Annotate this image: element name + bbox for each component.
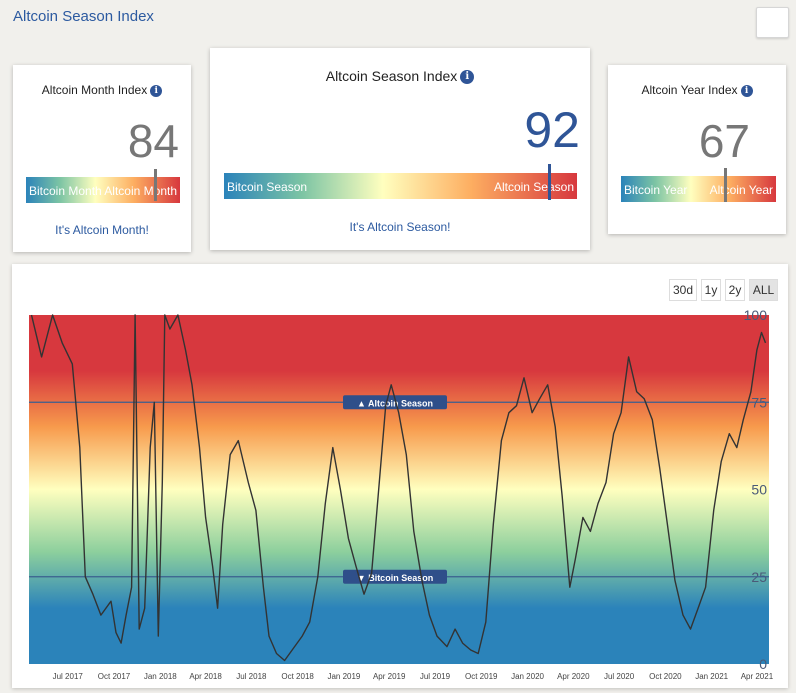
x-tick-label: Apr 2018	[189, 672, 222, 681]
chart-background	[29, 315, 769, 664]
season-index-bar: Bitcoin Season Altcoin Season	[224, 173, 577, 199]
x-tick-label: Jul 2018	[236, 672, 267, 681]
menu-button[interactable]	[756, 7, 789, 38]
x-tick-label: Apr 2021	[741, 672, 774, 681]
y-tick-label: 0	[759, 656, 767, 672]
year-bar-left-label: Bitcoin Year	[624, 183, 688, 197]
range-button-30d[interactable]: 30d	[669, 279, 697, 301]
year-card-title: Altcoin Year Index i	[608, 83, 786, 97]
threshold-label: ▲ Altcoin Season	[357, 398, 433, 408]
x-tick-label: Jul 2019	[420, 672, 451, 681]
y-tick-label: 100	[744, 307, 768, 323]
season-status: It's Altcoin Season!	[349, 220, 451, 234]
altcoin-season-card: Altcoin Season Index i 92 Bitcoin Season …	[210, 48, 590, 250]
series-line	[30, 314, 767, 662]
year-index-value: 67	[698, 115, 750, 167]
season-card-title: Altcoin Season Index i	[210, 68, 590, 85]
x-tick-label: Apr 2019	[373, 672, 406, 681]
chart-card: 30d 1y 2y ALL Jul 2017 Oct 2017 Jan 2018 Apr 2…	[12, 264, 788, 688]
x-tick-label: Apr 2020	[557, 672, 590, 681]
year-card-title-text: Altcoin Year Index	[641, 83, 738, 97]
x-tick-label: Oct 2020	[649, 672, 682, 681]
x-tick-label: Oct 2018	[281, 672, 314, 681]
x-tick-label: Oct 2019	[465, 672, 498, 681]
month-index-bar: Bitcoin Month Altcoin Month	[26, 177, 180, 203]
year-bar-right-label: Altcoin Year	[709, 183, 773, 197]
season-index-value: 92	[524, 102, 580, 158]
altcoin-season-chart: Jul 2017 Oct 2017 Jan 2018 Apr 2018 Jul 2018…	[29, 307, 774, 681]
season-bar-left-label: Bitcoin Season	[227, 180, 308, 194]
season-index-marker	[547, 164, 551, 200]
season-card-title-text: Altcoin Season Index	[325, 68, 458, 84]
month-index-value: 84	[127, 115, 179, 167]
x-tick-label: Jan 2018	[144, 672, 177, 681]
altcoin-year-card: Altcoin Year Index i 67 Bitcoin Year Altc…	[608, 65, 786, 234]
y-tick-label: 50	[751, 482, 767, 498]
year-index-marker	[723, 168, 727, 202]
altcoin-month-card: Altcoin Month Index i 84 Bitcoin Month Al…	[13, 65, 191, 252]
year-index-bar: Bitcoin Year Altcoin Year	[621, 176, 776, 202]
x-tick-label: Jan 2020	[511, 672, 544, 681]
x-tick-label: Jul 2017	[53, 672, 84, 681]
month-status: It's Altcoin Month!	[55, 223, 149, 237]
page-title: Altcoin Season Index	[13, 8, 154, 25]
x-tick-label: Jan 2019	[327, 672, 360, 681]
x-tick-label: Oct 2017	[98, 672, 131, 681]
month-card-title: Altcoin Month Index i	[13, 83, 191, 97]
x-tick-label: Jan 2021	[695, 672, 728, 681]
x-tick-label: Jul 2020	[604, 672, 635, 681]
month-bar-left-label: Bitcoin Month	[29, 184, 102, 198]
month-card-title-text: Altcoin Month Index	[41, 83, 148, 97]
month-index-marker	[154, 169, 158, 201]
info-icon[interactable]: i	[460, 70, 475, 85]
range-button-all[interactable]: ALL	[749, 279, 778, 301]
month-bar-right-label: Altcoin Month	[104, 184, 177, 198]
info-icon[interactable]: i	[150, 84, 163, 97]
season-bar-right-label: Altcoin Season	[493, 180, 574, 194]
info-icon[interactable]: i	[740, 84, 753, 97]
range-button-2y[interactable]: 2y	[725, 279, 745, 301]
threshold-label-bg	[343, 395, 447, 410]
threshold-label: ▼ Bitcoin Season	[357, 573, 433, 583]
range-button-1y[interactable]: 1y	[701, 279, 721, 301]
